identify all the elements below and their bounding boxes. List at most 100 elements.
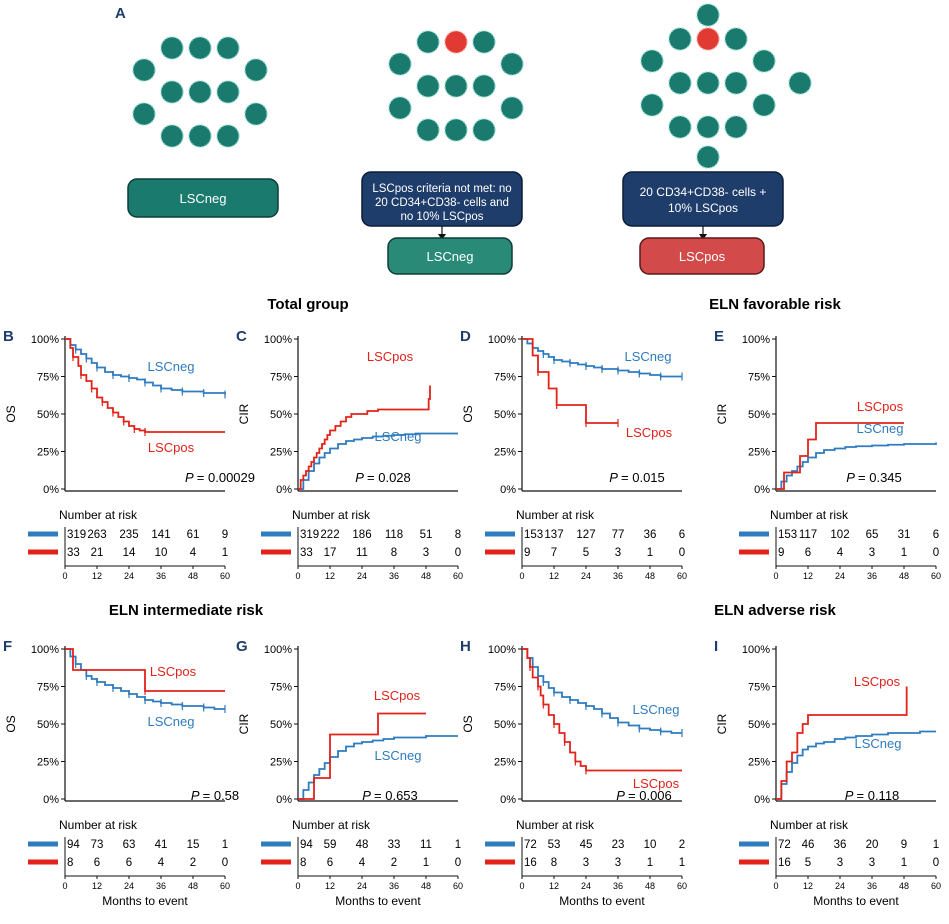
risk-count: 0 [455, 857, 461, 869]
cluster-1-lscneg-cell [160, 36, 184, 60]
cluster-3-lscneg-cell [696, 3, 720, 27]
cluster-2-lscneg-cell [416, 30, 440, 54]
risk-count: 137 [544, 529, 563, 541]
arrow-head-lscneg [438, 234, 446, 240]
risk-count: 319 [67, 529, 86, 541]
y-tick-label: 75% [748, 682, 770, 694]
cluster-3-lscneg-cell [752, 93, 776, 117]
x-tick-label: 48 [899, 571, 909, 581]
risk-count: 186 [352, 529, 371, 541]
risk-table-title: Number at risk [516, 508, 595, 522]
risk-count: 4 [359, 857, 366, 869]
risk-count: 46 [802, 839, 815, 851]
cluster-3-lscneg-cell [696, 115, 720, 139]
risk-count: 2 [190, 857, 196, 869]
risk-count: 16 [778, 857, 791, 869]
series-label-lscneg: LSCneg [375, 429, 422, 444]
x-tick-label: 24 [124, 881, 134, 891]
x-tick-label: 48 [421, 571, 431, 581]
risk-count: 0 [222, 857, 228, 869]
risk-count: 5 [583, 547, 589, 559]
series-label-lscneg: LSCneg [148, 359, 195, 374]
risk-count: 33 [388, 839, 401, 851]
risk-count: 94 [300, 839, 313, 851]
risk-count: 10 [644, 839, 657, 851]
x-tick-label: 0 [295, 881, 300, 891]
x-axis-label: Months to event [335, 894, 421, 908]
y-tick-label: 75% [270, 372, 292, 384]
cluster-3-lscneg-cell [696, 145, 720, 169]
x-tick-label: 36 [867, 881, 877, 891]
risk-table-title: Number at risk [770, 508, 849, 522]
series-line-lscpos [298, 385, 431, 490]
x-tick-label: 24 [581, 571, 591, 581]
p-label: P [191, 788, 203, 803]
lscneg-box-1 [127, 178, 279, 218]
x-tick-label: 0 [773, 881, 778, 891]
risk-count: 11 [356, 547, 368, 559]
x-tick-label: 36 [613, 571, 623, 581]
series-label-lscpos: LSCpos [374, 688, 421, 703]
cluster-3-lscneg-cell [724, 27, 748, 51]
y-tick-label: 0% [754, 484, 770, 496]
risk-count: 153 [778, 529, 797, 541]
risk-count: 319 [300, 529, 319, 541]
p-label: P [609, 470, 621, 485]
p-value-text: = 0.00029 [197, 470, 255, 485]
risk-count: 33 [300, 547, 313, 559]
risk-count: 72 [778, 839, 791, 851]
x-tick-label: 24 [357, 881, 367, 891]
panel-d: D 0% 25% 50% 75% 100% OS LSCneg LSCpos P = 0.015 N… [460, 328, 687, 581]
p-value: P = 0.118 [845, 788, 900, 803]
cluster-3-lscneg-cell [640, 93, 664, 117]
series-label-lscneg: LSCneg [855, 736, 902, 751]
panel-g: G 0% 25% 50% 75% 100% CIR LSCneg LSCpos P = 0.653… [236, 638, 463, 908]
y-tick-label: 75% [748, 372, 770, 384]
criteria-not-met-line-2: 20 CD34+CD38- cells and [375, 197, 509, 209]
y-tick-label: 50% [494, 409, 516, 421]
cluster-1-lscneg-cell [188, 124, 212, 148]
x-axis-label: Months to event [559, 894, 645, 908]
y-tick-label: 50% [748, 409, 770, 421]
series-label-lscpos: LSCpos [367, 349, 414, 364]
y-tick-label: 25% [748, 447, 770, 459]
criteria-not-met-line-3: no 10% LSCpos [400, 211, 483, 223]
y-tick-label: 50% [270, 409, 292, 421]
cluster-1-lscneg-cell [160, 124, 184, 148]
y-tick-label: 100% [742, 644, 770, 656]
risk-count: 3 [423, 547, 429, 559]
y-tick-label: 0% [754, 794, 770, 806]
risk-count: 4 [837, 547, 844, 559]
cell-clusters [132, 3, 812, 169]
y-tick-label: 0% [43, 484, 59, 496]
y-tick-label: 75% [270, 682, 292, 694]
y-tick-label: 50% [748, 719, 770, 731]
y-tick-label: 100% [31, 334, 59, 346]
y-tick-label: 25% [37, 757, 59, 769]
x-tick-label: 36 [389, 881, 399, 891]
risk-count: 263 [87, 529, 106, 541]
y-tick-label: 0% [276, 794, 292, 806]
y-tick-label: 0% [43, 794, 59, 806]
risk-count: 61 [187, 529, 200, 541]
y-axis-label: CIR [715, 713, 729, 734]
risk-count: 17 [324, 547, 337, 559]
series-line-lscpos [776, 422, 904, 490]
risk-count: 45 [580, 839, 593, 851]
panel-i: I 0% 25% 50% 75% 100% CIR LSCneg LSCpos P = 0.118… [714, 638, 941, 908]
arrow-head-lscpos [699, 234, 707, 240]
series-label-lscpos: LSCpos [857, 399, 904, 414]
x-tick-label: 0 [62, 571, 67, 581]
risk-count: 36 [644, 529, 657, 541]
risk-count: 1 [901, 547, 907, 559]
risk-table-title: Number at risk [59, 508, 138, 522]
x-tick-label: 12 [549, 881, 559, 891]
y-tick-label: 0% [500, 794, 516, 806]
risk-count: 6 [933, 529, 939, 541]
x-tick-label: 48 [899, 881, 909, 891]
x-tick-label: 48 [188, 571, 198, 581]
x-tick-label: 36 [867, 571, 877, 581]
cluster-2-lscneg-cell [388, 52, 412, 76]
panel-a-label: A [115, 5, 126, 22]
cluster-1-lscneg-cell [216, 124, 240, 148]
